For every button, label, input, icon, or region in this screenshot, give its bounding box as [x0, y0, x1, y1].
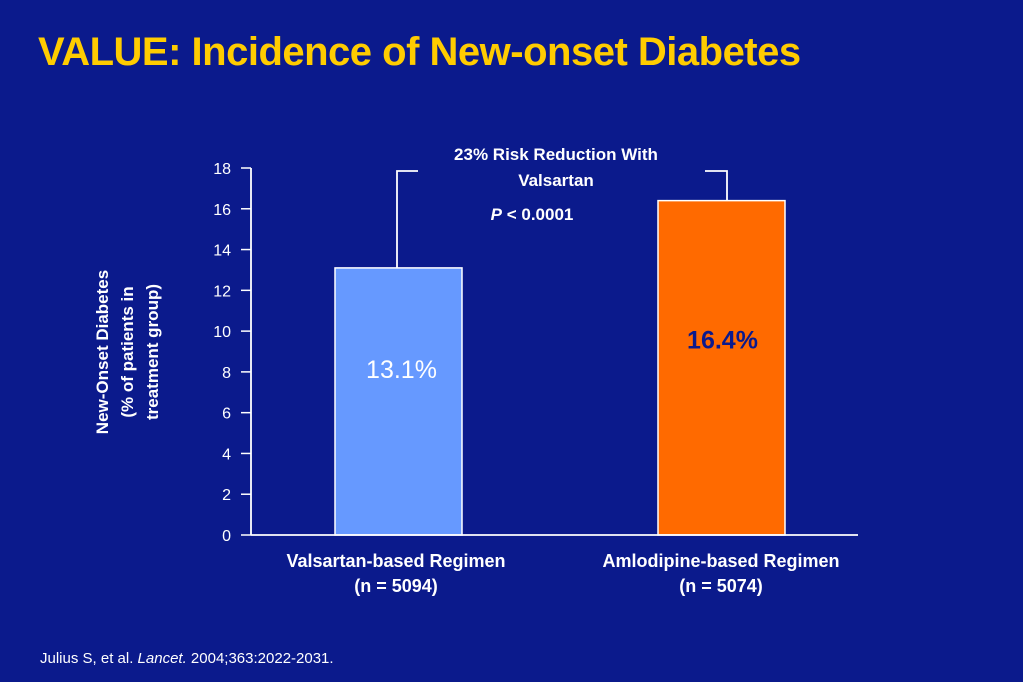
- y-tick-label: 6: [222, 406, 231, 423]
- x-category-label: Valsartan-based Regimen: [286, 551, 505, 571]
- axes: [250, 168, 858, 536]
- bar-valsartan: [334, 267, 463, 536]
- y-axis-title: New-Onset Diabetes (% of patients in treat…: [93, 270, 162, 434]
- y-tick-label: 10: [213, 324, 231, 341]
- p-value-text: < 0.0001: [502, 205, 573, 224]
- citation-journal: Lancet.: [137, 650, 187, 667]
- y-tick-label: 4: [222, 446, 231, 463]
- y-axis-label: New-Onset Diabetes (% of patients in treat…: [93, 270, 162, 434]
- x-category-sublabel: (n = 5074): [679, 576, 763, 596]
- citation-details: 2004;363:2022-2031.: [186, 650, 334, 667]
- citation-authors: Julius S, et al.: [40, 650, 138, 667]
- bar-value-label: 13.1%: [366, 356, 437, 384]
- y-tick-label: 2: [222, 487, 231, 504]
- y-axis-title-line: (% of patients in: [118, 286, 137, 417]
- annotation-line-2: Valsartan: [518, 171, 594, 190]
- y-tick-label: 18: [213, 161, 231, 178]
- significance-bracket: [396, 170, 728, 268]
- y-tick-label: 16: [213, 202, 231, 219]
- bar-amlodipine: [657, 199, 786, 536]
- x-category-label: Amlodipine-based Regimen: [602, 551, 839, 571]
- bars: 13.1% 16.4%: [334, 199, 786, 536]
- y-tick-label: 12: [213, 283, 231, 300]
- y-tick-label: 14: [213, 243, 231, 260]
- slide-title: VALUE: Incidence of New-onset Diabetes: [38, 30, 801, 74]
- risk-reduction-annotation: 23% Risk Reduction With Valsartan P < 0.00…: [396, 145, 728, 268]
- citation: Julius S, et al. Lancet. 2004;363:2022-2…: [40, 650, 334, 667]
- y-tick-label: 0: [222, 528, 231, 545]
- p-value: P < 0.0001: [491, 205, 574, 224]
- y-axis-title-line: treatment group): [143, 284, 162, 420]
- y-axis-title-line: New-Onset Diabetes: [93, 270, 112, 434]
- bar-value-label: 16.4%: [687, 327, 758, 355]
- y-axis-ticks: 0 2 4 6 8 10 12 14 16 18: [213, 161, 251, 545]
- y-tick-label: 8: [222, 365, 231, 382]
- p-value-symbol: P: [491, 205, 503, 224]
- x-axis-labels: Valsartan-based Regimen (n = 5094) Amlodip…: [286, 551, 839, 596]
- x-category-sublabel: (n = 5094): [354, 576, 438, 596]
- annotation-line-1: 23% Risk Reduction With: [454, 145, 658, 164]
